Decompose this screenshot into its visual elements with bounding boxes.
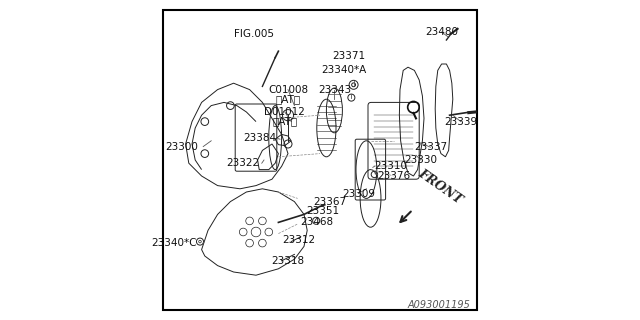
Text: FRONT: FRONT: [415, 167, 465, 207]
Text: 23312: 23312: [283, 235, 316, 245]
Text: 23309: 23309: [342, 188, 375, 199]
Text: 23351: 23351: [307, 206, 340, 216]
Text: 23376: 23376: [378, 171, 411, 181]
Text: 〈AT〉: 〈AT〉: [272, 116, 298, 127]
Text: 23318: 23318: [271, 256, 305, 266]
Text: 23468: 23468: [300, 217, 333, 228]
Text: 23371: 23371: [332, 51, 365, 61]
Text: 23340*A: 23340*A: [321, 65, 367, 76]
Text: 23384: 23384: [244, 132, 277, 143]
Text: 23322: 23322: [226, 158, 259, 168]
Text: 23480: 23480: [425, 27, 458, 37]
Text: 23367: 23367: [313, 196, 346, 207]
Text: A093001195: A093001195: [408, 300, 470, 310]
Text: 23340*C: 23340*C: [151, 238, 197, 248]
Text: FIG.005: FIG.005: [234, 28, 275, 39]
Text: 23300: 23300: [165, 142, 198, 152]
Text: 〈AT〉: 〈AT〉: [275, 94, 301, 104]
Text: 23337: 23337: [414, 142, 447, 152]
Text: 23310: 23310: [374, 161, 408, 172]
Text: 23343: 23343: [318, 84, 351, 95]
Text: C01008: C01008: [268, 84, 308, 95]
Text: 23339: 23339: [444, 116, 477, 127]
Text: D01012: D01012: [264, 107, 305, 117]
Text: 23330: 23330: [404, 155, 437, 165]
